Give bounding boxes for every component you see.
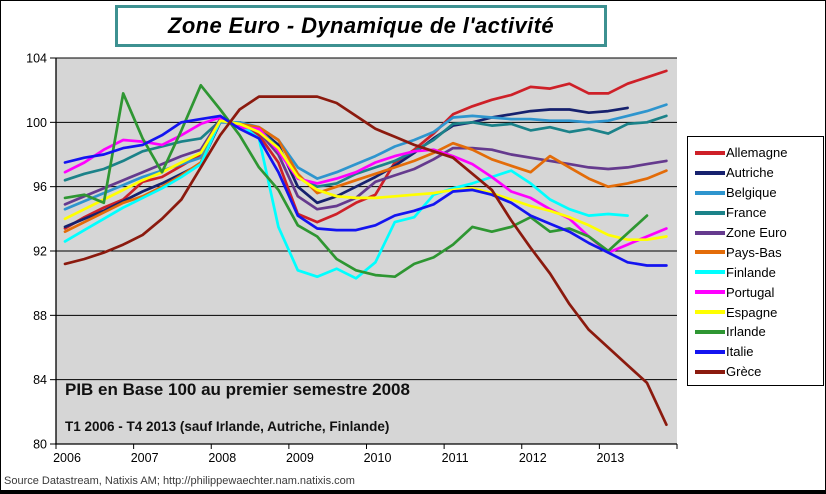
annotation-base100: PIB en Base 100 au premier semestre 2008 — [65, 380, 410, 399]
x-tick-label: 2009 — [286, 451, 314, 465]
x-tick-label: 2011 — [442, 451, 469, 465]
x-tick-label: 2006 — [53, 451, 81, 465]
y-tick-label: 104 — [26, 52, 47, 66]
legend-item: Italie — [695, 342, 823, 362]
legend-line-swatch — [695, 250, 725, 255]
legend-label: Irlande — [726, 324, 766, 340]
legend-item: Irlande — [695, 322, 823, 342]
legend-item: Belgique — [695, 183, 823, 203]
series-line-grèce — [63, 95, 668, 427]
legend-line-swatch — [695, 210, 725, 215]
bottom-border — [1, 490, 825, 493]
legend-label: Belgique — [726, 185, 777, 201]
legend-item: Grèce — [695, 362, 823, 382]
chart-title: Zone Euro - Dynamique de l'activité — [168, 13, 554, 38]
legend-item: Allemagne — [695, 143, 823, 163]
y-tick-label: 80 — [33, 438, 47, 452]
legend-label: Espagne — [726, 304, 778, 320]
legend-item: France — [695, 203, 823, 223]
series-line-pays-bas — [63, 119, 668, 234]
legend-label: Portugal — [726, 284, 775, 300]
legend-label: Pays-Bas — [726, 244, 782, 260]
legend-label: Finlande — [726, 264, 776, 280]
legend-item: Autriche — [695, 163, 823, 183]
x-tick-label: 2007 — [131, 451, 159, 465]
series-line-autriche — [63, 106, 629, 229]
legend-label: Italie — [726, 344, 754, 360]
legend-line-swatch — [695, 270, 725, 275]
legend-label: Grèce — [726, 364, 762, 380]
legend-line-swatch — [695, 329, 725, 334]
source-note: Source Datastream, Natixis AM; http://ph… — [4, 475, 355, 487]
legend-line-swatch — [695, 369, 725, 374]
y-tick-label: 84 — [33, 373, 47, 387]
y-tick-label: 100 — [26, 116, 47, 130]
legend-line-swatch — [695, 349, 725, 354]
series-line-irlande — [63, 83, 649, 279]
legend-line-swatch — [695, 190, 725, 195]
legend-line-swatch — [695, 230, 725, 235]
legend-item: Finlande — [695, 262, 823, 282]
legend-label: Autriche — [726, 165, 774, 181]
legend-line-swatch — [695, 170, 725, 175]
legend-label: Allemagne — [726, 145, 788, 161]
legend-item: Pays-Bas — [695, 242, 823, 262]
legend-line-swatch — [695, 290, 725, 295]
x-tick-label: 2012 — [519, 451, 547, 465]
y-tick-label: 92 — [33, 245, 47, 259]
legend: Allemagne Autriche Belgique France Zone Euro… — [687, 136, 824, 386]
x-tick-label: 2010 — [364, 451, 392, 465]
annotation-period: T1 2006 - T4 2013 (sauf Irlande, Autrich… — [65, 419, 390, 434]
y-tick-label: 96 — [33, 180, 47, 194]
legend-line-swatch — [695, 310, 725, 315]
series-line-espagne — [63, 119, 668, 242]
legend-label: Zone Euro — [726, 225, 787, 240]
legend-line-swatch — [695, 150, 725, 155]
legend-label: France — [726, 205, 767, 221]
legend-item: Portugal — [695, 282, 823, 302]
series-line-italie — [63, 114, 668, 267]
series-line-france — [63, 114, 668, 189]
x-tick-label: 2008 — [208, 451, 236, 465]
chart-title-box: Zone Euro - Dynamique de l'activité — [115, 5, 607, 47]
x-tick-label: 2013 — [596, 451, 624, 465]
legend-item: Espagne — [695, 302, 823, 322]
legend-item: Zone Euro — [695, 223, 823, 243]
series-line-finlande — [63, 119, 629, 280]
y-tick-label: 88 — [33, 309, 47, 323]
